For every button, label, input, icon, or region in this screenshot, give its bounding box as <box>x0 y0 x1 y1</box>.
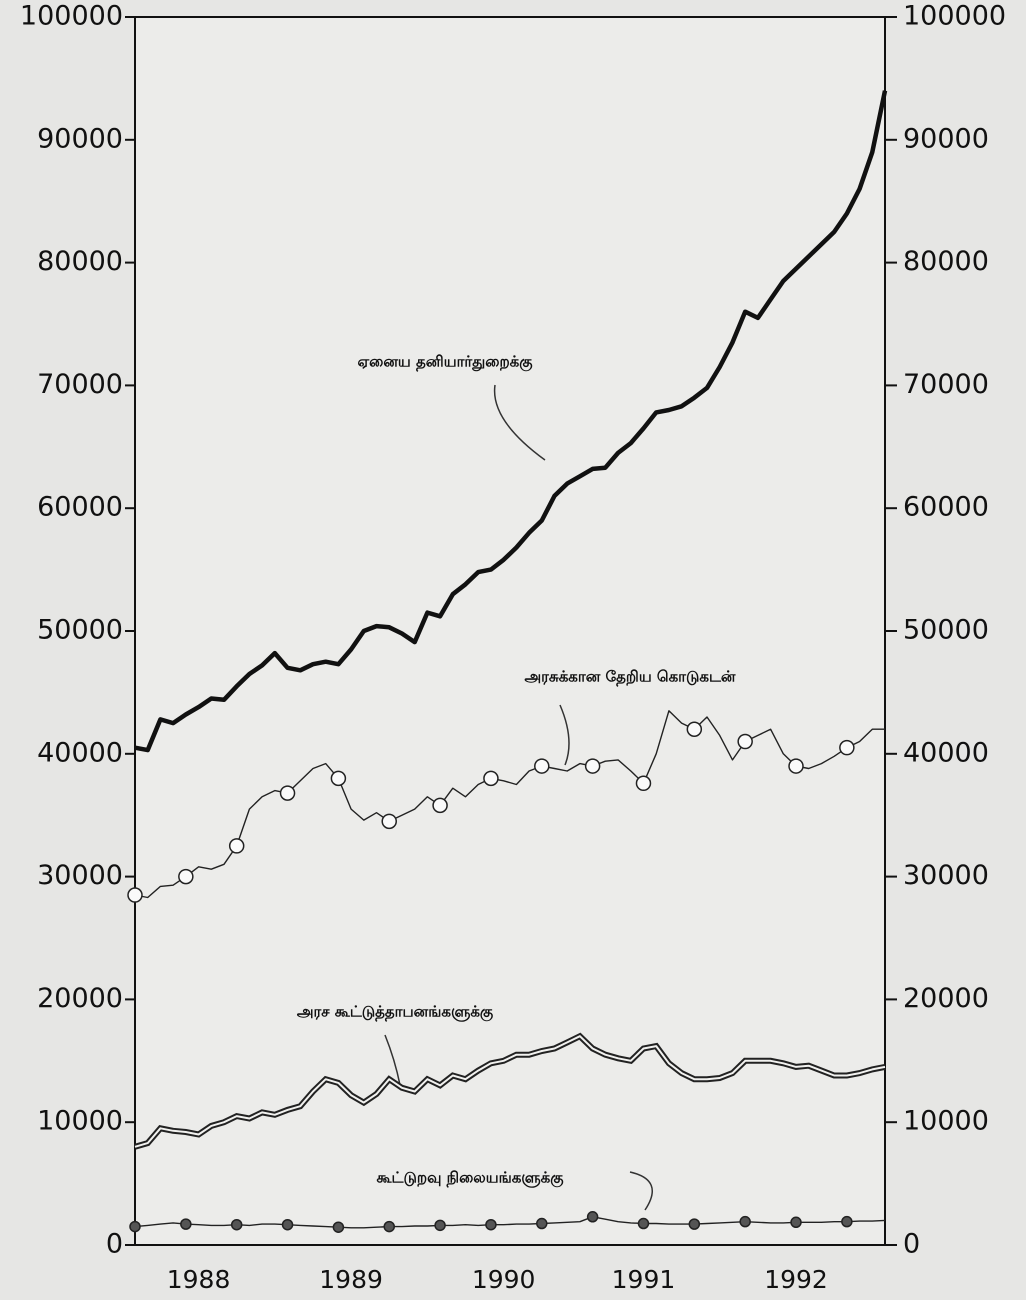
point-marker <box>534 758 550 774</box>
point-marker <box>228 838 245 854</box>
arrow <box>559 704 570 766</box>
y-tick-label: 30000 <box>37 860 123 891</box>
point-marker <box>434 1219 446 1232</box>
y2-tick-label: 0 <box>903 1229 920 1260</box>
y-tick-label: 100000 <box>20 1 123 32</box>
point-marker <box>230 1218 243 1231</box>
x-tick-label: 1988 <box>167 1265 231 1294</box>
point-marker <box>330 770 347 787</box>
point-marker <box>485 1218 497 1231</box>
point-marker <box>332 1221 345 1233</box>
series-line <box>134 90 888 753</box>
y-tick-label: 10000 <box>37 1106 123 1137</box>
y-tick-label: 50000 <box>37 615 123 646</box>
series-annotation: அரசுக்கான தேறிய கொடுகடன் <box>525 668 736 687</box>
point-marker <box>635 775 652 792</box>
y2-tick-label: 90000 <box>903 123 989 154</box>
x-tick-label: 1990 <box>472 1265 536 1294</box>
series-annotation: கூட்டுறவு நிலையங்களுக்கு <box>376 1169 563 1188</box>
y2-tick-label: 70000 <box>903 369 989 400</box>
y-tick-label: 20000 <box>37 983 123 1014</box>
plot-frame <box>134 16 886 1246</box>
point-marker <box>432 797 448 814</box>
point-marker <box>586 1211 599 1223</box>
y2-tick-label: 100000 <box>903 1 1006 32</box>
point-marker <box>688 1218 701 1230</box>
point-marker <box>788 758 804 774</box>
series-line <box>134 1035 886 1148</box>
series-line <box>134 710 885 899</box>
point-marker <box>381 813 397 830</box>
point-marker <box>839 739 855 756</box>
y2-tick-label: 60000 <box>903 492 989 523</box>
y2-tick-label: 40000 <box>903 737 989 768</box>
point-marker <box>129 1220 141 1233</box>
point-marker <box>841 1215 853 1228</box>
point-marker <box>383 1220 395 1233</box>
point-marker <box>483 770 499 787</box>
series-annotation: ஏனைய தனியார்துறைக்கு <box>358 353 533 372</box>
series-annotation: அரச கூட்டுத்தாபனங்களுக்கு <box>297 1003 493 1022</box>
y-tick-label: 90000 <box>37 123 123 154</box>
point-marker <box>584 758 601 774</box>
y-tick-label: 80000 <box>37 246 123 277</box>
series-line <box>134 1216 886 1229</box>
x-tick-label: 1992 <box>764 1265 828 1294</box>
y-tick-label: 40000 <box>37 737 123 768</box>
point-marker <box>637 1217 650 1230</box>
y2-tick-label: 50000 <box>903 615 989 646</box>
x-tick-label: 1989 <box>319 1265 383 1294</box>
y2-tick-label: 10000 <box>903 1106 989 1137</box>
arrow <box>493 384 546 461</box>
point-marker <box>739 1215 751 1228</box>
point-marker <box>178 868 194 885</box>
point-marker <box>790 1216 802 1229</box>
point-marker <box>536 1217 548 1230</box>
y-tick-label: 70000 <box>37 369 123 400</box>
arrow <box>384 1034 401 1086</box>
annotation-arrows <box>384 384 654 1211</box>
point-marker <box>686 721 703 737</box>
y2-tick-label: 80000 <box>903 246 989 277</box>
point-marker <box>281 1218 294 1231</box>
arrow <box>629 1171 654 1211</box>
y-tick-label: 0 <box>106 1229 123 1260</box>
point-marker <box>127 887 143 903</box>
y-tick-label: 60000 <box>37 492 123 523</box>
point-marker <box>279 785 296 801</box>
y2-tick-label: 30000 <box>903 860 989 891</box>
point-marker <box>180 1218 192 1230</box>
x-tick-label: 1991 <box>612 1265 676 1294</box>
y2-tick-label: 20000 <box>903 983 989 1014</box>
point-marker <box>737 733 753 750</box>
